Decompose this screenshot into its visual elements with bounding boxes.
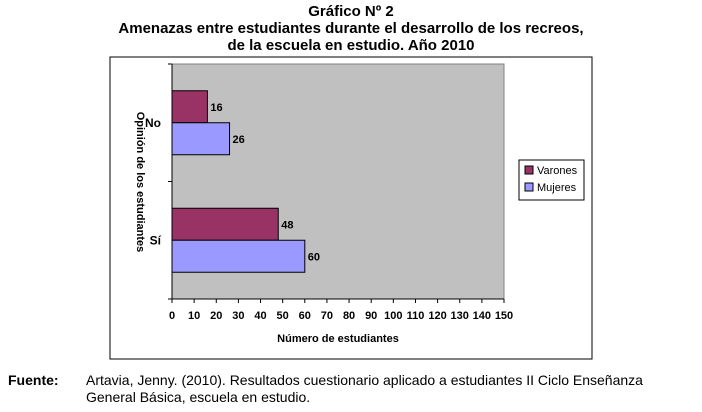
- x-tick-label: 30: [232, 310, 244, 322]
- source-label: Fuente:: [8, 372, 59, 388]
- bar-mujeres-no: [171, 122, 231, 156]
- x-tick-label: 110: [407, 310, 425, 322]
- chart-title-line-3: de la escuela en estudio. Año 2010: [227, 37, 475, 54]
- x-tick-label: 70: [321, 310, 333, 322]
- category-label: Sí: [150, 233, 162, 247]
- chart-title-line-1: Gráfico Nº 2: [308, 3, 394, 20]
- data-label: 60: [308, 251, 320, 263]
- y-axis-title: Opinión de los estudiantes: [134, 112, 146, 253]
- x-axis-title: Número de estudiantes: [277, 333, 399, 345]
- chart-title-line-2: Amenazas entre estudiantes durante el de…: [118, 20, 584, 37]
- data-label: 48: [281, 219, 293, 231]
- x-tick-label: 150: [495, 310, 513, 322]
- bar-varones-no: [171, 90, 208, 124]
- category-label: No: [145, 116, 161, 130]
- bar-varones-si: [171, 207, 279, 241]
- legend-label-varones: Varones: [537, 165, 578, 177]
- legend-swatch-mujeres: [524, 182, 534, 192]
- x-tick-label: 20: [210, 310, 222, 322]
- x-tick-label: 130: [451, 310, 469, 322]
- data-label: 26: [233, 134, 245, 146]
- x-tick-label: 60: [299, 310, 311, 322]
- x-tick-label: 50: [277, 310, 289, 322]
- x-tick-label: 100: [384, 310, 402, 322]
- bar-mujeres-si: [171, 239, 306, 273]
- legend-swatch-varones: [524, 165, 534, 175]
- x-tick-label: 40: [254, 310, 266, 322]
- x-tick-label: 120: [428, 310, 446, 322]
- x-tick-label: 80: [343, 310, 355, 322]
- x-tick-label: 0: [169, 310, 175, 322]
- legend: Varones Mujeres: [518, 159, 585, 201]
- source-citation: Artavia, Jenny. (2010). Resultados cuest…: [86, 372, 643, 405]
- x-tick-label: 90: [365, 310, 377, 322]
- x-tick-label: 10: [188, 310, 200, 322]
- x-tick-label: 140: [473, 310, 491, 322]
- legend-label-mujeres: Mujeres: [537, 182, 577, 194]
- data-label: 16: [210, 102, 222, 114]
